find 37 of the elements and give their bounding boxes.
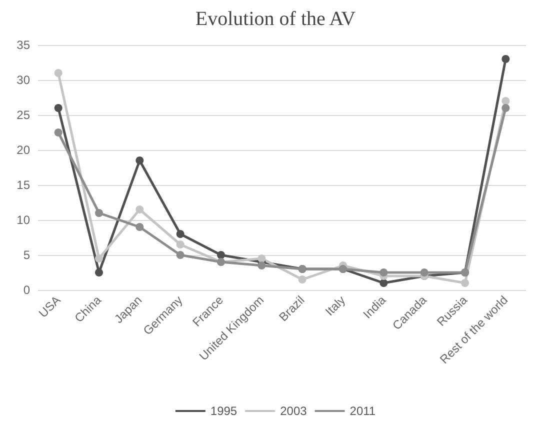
point: [461, 279, 469, 287]
point: [502, 97, 510, 105]
point: [298, 276, 306, 284]
point: [54, 128, 62, 136]
point: [136, 206, 144, 214]
y-tick-label: 5: [23, 248, 30, 262]
y-tick-label: 25: [16, 108, 30, 122]
y-tick-label: 0: [23, 283, 30, 297]
point: [136, 223, 144, 231]
x-tick-label: Italy: [322, 293, 348, 318]
point: [502, 55, 510, 63]
point: [54, 69, 62, 77]
x-tick-label: USA: [36, 293, 64, 320]
y-tick-label: 10: [16, 213, 30, 227]
chart-title: Evolution of the AV: [195, 8, 356, 30]
y-tick-label: 30: [16, 73, 30, 87]
legend-label: 2011: [350, 404, 376, 418]
point: [380, 268, 388, 276]
point: [95, 268, 103, 276]
point: [258, 262, 266, 270]
point: [217, 251, 225, 259]
point: [380, 279, 388, 287]
y-tick-label: 35: [16, 38, 30, 52]
y-tick-label: 15: [16, 178, 30, 192]
point: [176, 251, 184, 259]
point: [258, 254, 266, 262]
point: [502, 104, 510, 112]
point: [136, 156, 144, 164]
point: [176, 230, 184, 238]
point: [95, 209, 103, 217]
y-tick-label: 20: [16, 143, 30, 157]
point: [95, 254, 103, 262]
legend-label: 2003: [280, 404, 308, 418]
point: [54, 104, 62, 112]
point: [176, 240, 184, 248]
legend-label: 1995: [210, 404, 238, 418]
point: [420, 268, 428, 276]
